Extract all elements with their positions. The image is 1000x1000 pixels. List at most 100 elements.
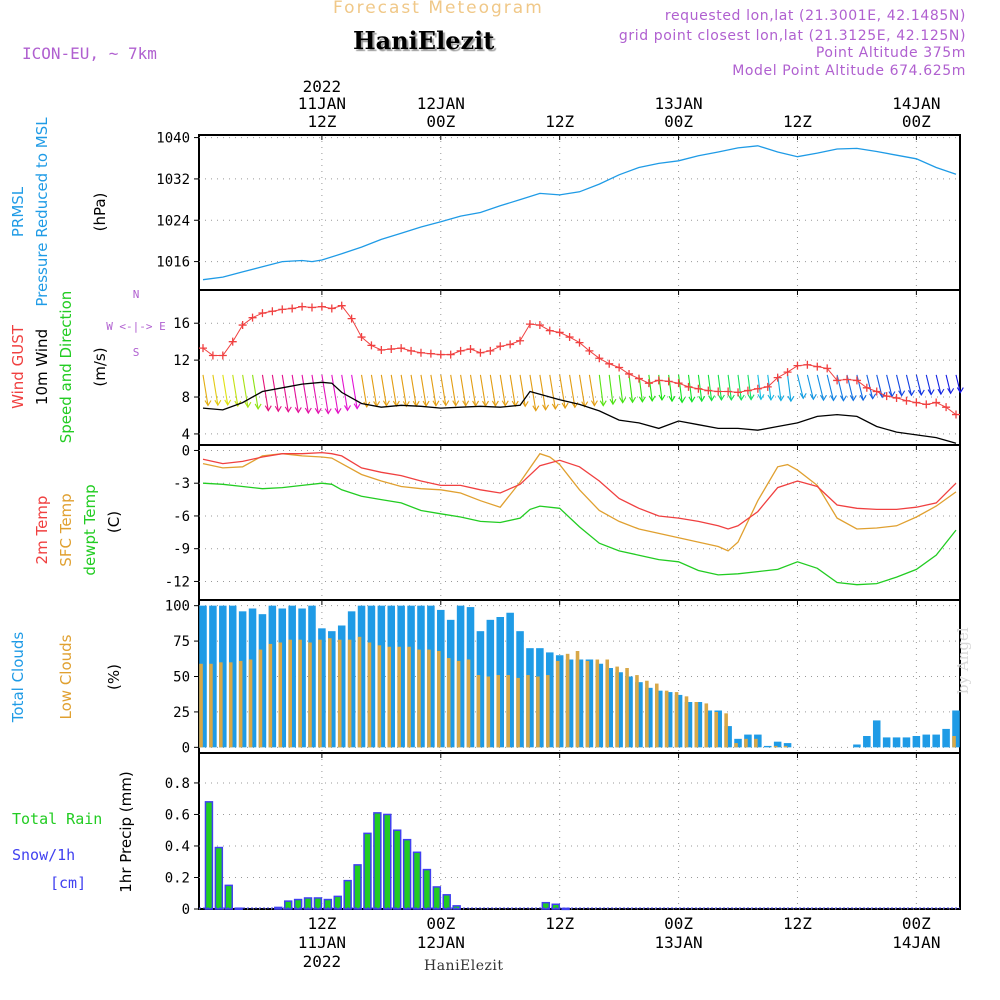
total-cloud-bar bbox=[476, 631, 485, 748]
gust-marker bbox=[763, 382, 772, 391]
chart-marks bbox=[199, 145, 964, 911]
wind-arrow bbox=[499, 374, 506, 406]
gust-marker bbox=[307, 303, 316, 312]
total-cloud-bar bbox=[882, 737, 891, 748]
wind-arrow-head bbox=[829, 395, 837, 402]
low-cloud-bar bbox=[337, 639, 342, 748]
wind-arrow bbox=[460, 374, 467, 406]
gust-marker bbox=[942, 403, 951, 412]
gust-marker bbox=[684, 382, 693, 391]
gust-marker bbox=[862, 383, 871, 392]
wind-arrow-head bbox=[254, 403, 262, 411]
rain-bar bbox=[432, 886, 442, 910]
wind-arrow bbox=[539, 374, 547, 410]
wind-arrow-head bbox=[747, 394, 755, 401]
total-clouds-ylabel: Total Clouds bbox=[9, 632, 27, 724]
gust-marker bbox=[952, 410, 960, 419]
total-cloud-bar bbox=[714, 710, 722, 748]
gust-marker bbox=[426, 349, 435, 358]
wind-arrow bbox=[271, 374, 279, 412]
rain-bar bbox=[442, 894, 451, 910]
top-year-label: 2022 bbox=[303, 77, 342, 96]
total-cloud-bar bbox=[407, 605, 415, 748]
total-cloud-bar bbox=[337, 625, 346, 748]
clouds-ytick-label: 50 bbox=[173, 670, 190, 686]
rain-bar bbox=[204, 801, 214, 910]
wind-arrow-head bbox=[668, 395, 676, 403]
wind-arrow-head bbox=[859, 394, 867, 402]
total-cloud-bar bbox=[397, 605, 405, 748]
total-cloud-bar bbox=[654, 690, 663, 748]
compass-north: N bbox=[133, 288, 140, 301]
total-cloud-bar bbox=[783, 743, 792, 748]
gust-marker bbox=[327, 304, 336, 313]
wind-arrow bbox=[331, 374, 339, 414]
wind-arrow-head bbox=[214, 399, 222, 407]
rain-bar bbox=[234, 907, 243, 910]
wind-arrow bbox=[697, 374, 703, 402]
wind-arrow bbox=[896, 374, 903, 396]
total-cloud-bar bbox=[357, 605, 366, 748]
low-cloud-bar bbox=[486, 676, 491, 748]
sfc-temp-line bbox=[202, 452, 957, 552]
rain-bar bbox=[343, 879, 352, 910]
wind-ytick-label: 8 bbox=[182, 390, 190, 406]
temp-2m-line bbox=[202, 451, 957, 530]
wind-arrow-head bbox=[491, 400, 499, 407]
rain-bar bbox=[333, 895, 342, 910]
gust-marker bbox=[496, 342, 505, 351]
low-cloud-bar bbox=[744, 738, 748, 748]
low-cloud-bar bbox=[496, 675, 501, 748]
wind-arrow bbox=[687, 374, 693, 402]
rain-bar bbox=[323, 898, 333, 910]
wind-arrow bbox=[945, 374, 952, 394]
precip-ytick-label: 0.2 bbox=[165, 870, 190, 886]
low-cloud-bar bbox=[407, 646, 411, 748]
wind-arrow bbox=[866, 374, 874, 399]
wind-arrow-head bbox=[956, 387, 964, 394]
bottom-hour-label: 12Z bbox=[307, 914, 336, 933]
wind-arrow-head bbox=[274, 405, 282, 413]
total-cloud-bar bbox=[506, 612, 514, 748]
gust-marker bbox=[793, 361, 802, 370]
low-clouds-ylabel: Low Clouds bbox=[57, 634, 75, 719]
temp-ytick-label: -9 bbox=[173, 542, 190, 558]
bottom-date-label: 14JAN bbox=[892, 933, 940, 952]
low-cloud-bar bbox=[387, 646, 392, 748]
compass-we: W <-|-> E bbox=[106, 320, 166, 333]
total-cloud-bar bbox=[585, 659, 594, 748]
total-cloud-bar bbox=[318, 628, 326, 748]
low-cloud-bar bbox=[238, 660, 243, 748]
total-cloud-bar bbox=[615, 672, 623, 748]
wind-arrow bbox=[370, 374, 378, 407]
wind-arrow bbox=[588, 374, 595, 406]
total-cloud-bar bbox=[872, 720, 881, 748]
total-cloud-bar bbox=[219, 605, 227, 748]
bottom-date-label: 11JAN bbox=[298, 933, 346, 952]
wind-arrow-head bbox=[688, 396, 696, 403]
wind-arrow bbox=[400, 374, 407, 407]
wind-arrow bbox=[717, 374, 722, 401]
wind-arrow-head bbox=[382, 400, 390, 407]
snow-label: Snow/1h bbox=[12, 846, 75, 864]
wind-arrow-head bbox=[314, 408, 322, 415]
wind-arrow-head bbox=[878, 392, 886, 399]
wind-arrow-head bbox=[619, 397, 627, 404]
total-cloud-bar bbox=[496, 617, 505, 748]
gust-marker bbox=[377, 345, 386, 354]
precip-unit: 1hr Precip (mm) bbox=[117, 771, 135, 892]
wind-arrow bbox=[222, 374, 229, 405]
gust-marker bbox=[476, 348, 485, 357]
bottom-hour-label: 12Z bbox=[783, 914, 812, 933]
total-cloud-bar bbox=[536, 648, 544, 748]
gust-marker bbox=[545, 326, 554, 335]
wind-arrow bbox=[390, 374, 397, 407]
low-cloud-bar bbox=[754, 738, 758, 748]
low-cloud-bar bbox=[684, 696, 689, 748]
bottom-hour-label: 12Z bbox=[545, 914, 574, 933]
gust-marker bbox=[575, 338, 584, 347]
wind-arrow bbox=[261, 374, 269, 411]
rain-bar bbox=[313, 897, 323, 910]
wind-arrow bbox=[351, 374, 358, 409]
total-cloud-bar bbox=[516, 631, 524, 748]
